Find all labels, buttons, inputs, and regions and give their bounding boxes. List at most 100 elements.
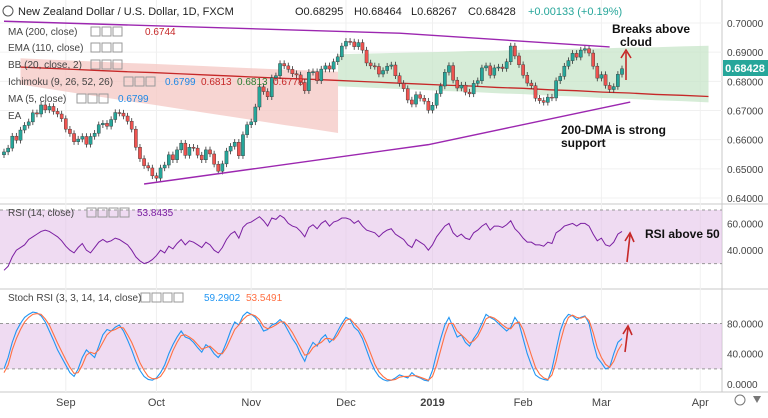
- candle-body: [113, 112, 118, 120]
- candle-body: [315, 71, 319, 81]
- legend-ichimoku[interactable]: Ichimoku (9, 26, 52, 26): [8, 77, 113, 88]
- clock-icon[interactable]: [734, 394, 746, 406]
- close-icon[interactable]: [108, 207, 119, 218]
- candle-body: [109, 119, 113, 127]
- more-icon[interactable]: [119, 207, 130, 218]
- close-icon[interactable]: [112, 42, 123, 53]
- eye-icon[interactable]: [90, 42, 101, 53]
- ohlc-change: +0.00133 (+0.19%): [528, 6, 622, 18]
- rsi-header: RSI (14, close) 53.8435: [8, 207, 174, 219]
- candle-body: [216, 163, 221, 172]
- candle-body: [410, 99, 414, 105]
- symbol-icon[interactable]: [2, 5, 14, 17]
- ohlc-close: C0.68428: [468, 6, 516, 18]
- candle-body: [59, 113, 64, 119]
- axis-layer: 0.70000 0.69000 0.68000 0.67000 0.66000 0.650…: [56, 19, 764, 409]
- close-icon[interactable]: [112, 26, 123, 37]
- legend-ma5-controls: [76, 93, 109, 104]
- candle-body: [377, 66, 381, 75]
- rsi-band: [0, 210, 722, 264]
- legend-ma200-value: 0.6744: [145, 27, 176, 38]
- candle-body: [352, 41, 357, 47]
- legend-ma200[interactable]: MA (200, close): [8, 27, 77, 38]
- candle-body: [129, 121, 134, 130]
- price-tick-label: 0.67000: [727, 107, 764, 118]
- symbol-title[interactable]: New Zealand Dollar / U.S. Dollar, 1D, FX…: [18, 6, 234, 18]
- candle-body: [620, 68, 624, 75]
- time-tick-label: Dec: [336, 397, 356, 409]
- chevron-down-icon[interactable]: [753, 396, 761, 403]
- settings-icon[interactable]: [101, 59, 112, 70]
- annotation-dma-1: 200-DMA is strong: [561, 123, 666, 137]
- candle-body: [195, 147, 200, 156]
- candle-body: [224, 150, 229, 165]
- eye-icon[interactable]: [140, 292, 151, 303]
- candle-body: [274, 75, 278, 79]
- settings-icon[interactable]: [97, 207, 108, 218]
- candle-body: [158, 167, 163, 179]
- eye-icon[interactable]: [90, 59, 101, 70]
- candle-body: [245, 124, 249, 135]
- candle-body: [88, 136, 93, 145]
- candle-body: [467, 91, 472, 95]
- candle-body: [18, 129, 23, 141]
- candle-body: [607, 85, 612, 90]
- candle-body: [574, 53, 579, 58]
- candle-body: [191, 147, 196, 149]
- candle-body: [438, 85, 443, 94]
- candle-body: [537, 98, 542, 101]
- candle-body: [92, 133, 97, 137]
- settings-icon[interactable]: [134, 76, 145, 87]
- ma200-line: [20, 66, 709, 98]
- stoch-label[interactable]: Stoch RSI (3, 3, 14, 14, close): [8, 293, 141, 304]
- legend-ichimoku-controls: [123, 76, 156, 87]
- candle-body: [500, 66, 505, 69]
- candle-body: [232, 142, 237, 147]
- legend-ichimoku-v1: 0.6799: [165, 77, 196, 88]
- eye-icon[interactable]: [90, 26, 101, 37]
- close-icon[interactable]: [145, 76, 156, 87]
- candle-body: [80, 136, 85, 140]
- candle-body: [504, 61, 509, 69]
- eye-icon[interactable]: [86, 207, 97, 218]
- candle-body: [2, 151, 6, 156]
- more-icon[interactable]: [173, 292, 184, 303]
- close-icon[interactable]: [162, 292, 173, 303]
- candle-body: [72, 133, 76, 142]
- settings-icon[interactable]: [101, 26, 112, 37]
- stoch-k-value: 59.2902: [204, 293, 241, 304]
- settings-icon[interactable]: [87, 93, 98, 104]
- eye-icon[interactable]: [123, 76, 134, 87]
- legend-ema110[interactable]: EMA (110, close): [8, 43, 83, 54]
- legend-ichimoku-v4: 0.6778: [273, 77, 304, 88]
- price-tick-label: 0.70000: [727, 19, 764, 30]
- candle-body: [364, 49, 369, 64]
- rsi-label[interactable]: RSI (14, close): [8, 208, 74, 219]
- candle-body: [517, 55, 521, 65]
- close-icon[interactable]: [112, 59, 123, 70]
- close-icon[interactable]: [98, 93, 109, 104]
- candle-body: [265, 91, 270, 97]
- legend-bb[interactable]: BB (20, close, 2): [8, 60, 82, 71]
- settings-icon[interactable]: [101, 42, 112, 53]
- last-price-tag-bg: [723, 60, 768, 76]
- candle-body: [434, 93, 439, 106]
- time-tick-label: 2019: [420, 397, 444, 409]
- candle-body: [373, 65, 377, 68]
- candle-body: [96, 124, 101, 134]
- time-tick-label: Feb: [514, 397, 533, 409]
- legend-ema-hidden[interactable]: EA: [8, 111, 22, 122]
- candle-body: [55, 111, 60, 115]
- settings-icon[interactable]: [151, 292, 162, 303]
- candle-body: [356, 42, 361, 47]
- candle-body: [443, 72, 447, 87]
- candle-body: [121, 112, 126, 117]
- legend-ma5[interactable]: MA (5, close): [8, 94, 66, 105]
- eye-icon[interactable]: [76, 93, 87, 104]
- axis-controls: [734, 394, 761, 406]
- candle-body: [393, 64, 398, 76]
- candle-body: [447, 65, 451, 73]
- annotation-breaks-1: Breaks above: [612, 22, 690, 36]
